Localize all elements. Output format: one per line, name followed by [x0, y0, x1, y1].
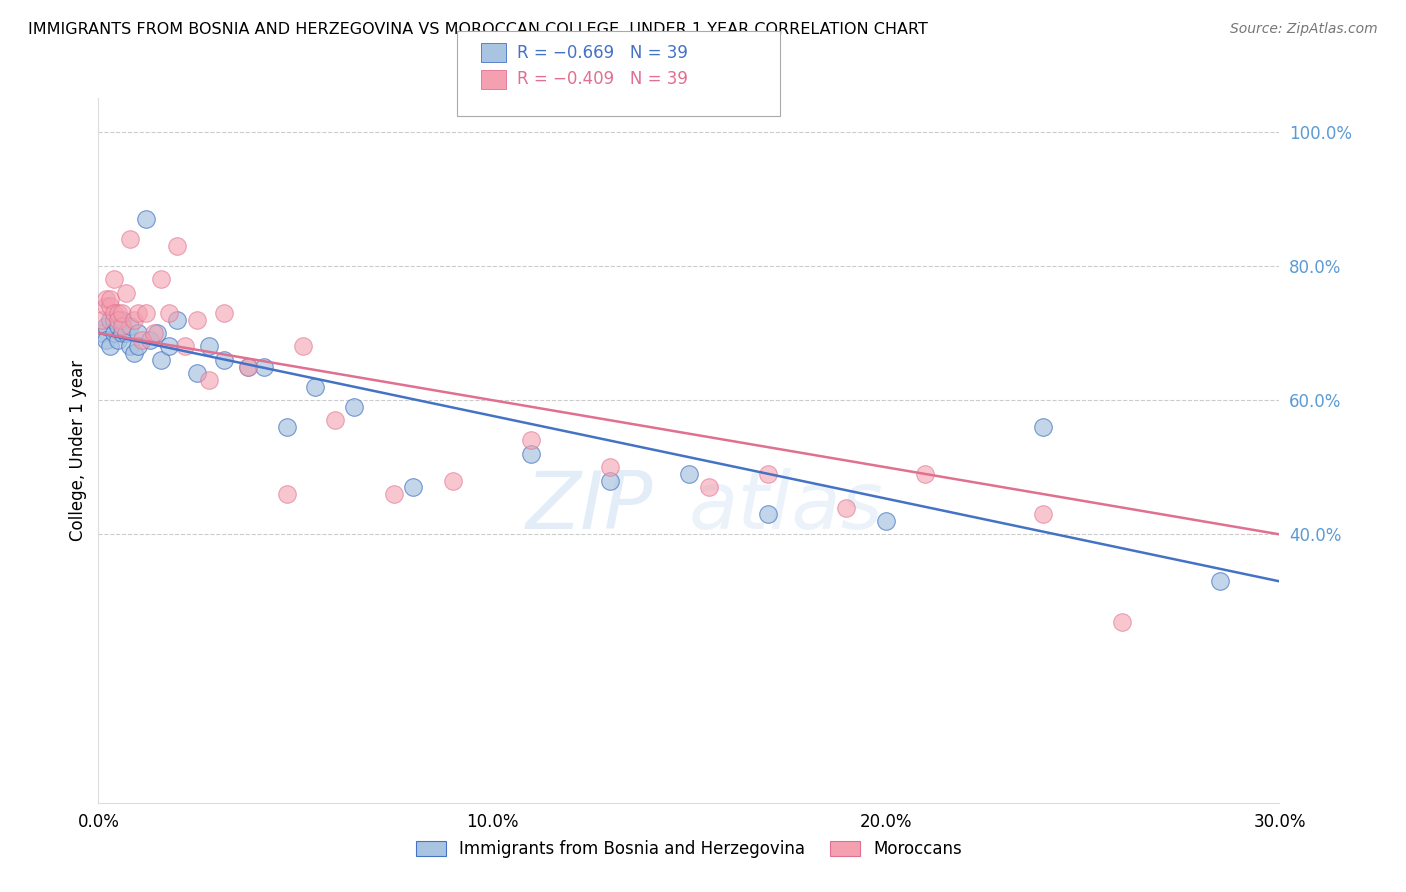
- Text: IMMIGRANTS FROM BOSNIA AND HERZEGOVINA VS MOROCCAN COLLEGE, UNDER 1 YEAR CORRELA: IMMIGRANTS FROM BOSNIA AND HERZEGOVINA V…: [28, 22, 928, 37]
- Point: [142, 326, 165, 340]
- Point: [96, 299, 118, 313]
- Point: [756, 467, 779, 481]
- Point: [146, 326, 169, 340]
- Point: [520, 434, 543, 448]
- Point: [127, 326, 149, 340]
- Point: [1111, 615, 1133, 629]
- Point: [96, 293, 118, 307]
- Point: [520, 447, 543, 461]
- Point: [111, 306, 134, 320]
- Text: R = −0.669   N = 39: R = −0.669 N = 39: [517, 44, 689, 62]
- Point: [697, 480, 720, 494]
- Point: [150, 272, 173, 286]
- Point: [253, 359, 276, 374]
- Point: [292, 339, 315, 353]
- Point: [115, 326, 138, 340]
- Point: [276, 487, 298, 501]
- Point: [197, 339, 219, 353]
- Point: [111, 326, 134, 340]
- Y-axis label: College, Under 1 year: College, Under 1 year: [69, 359, 87, 541]
- Point: [236, 359, 259, 374]
- Point: [1209, 574, 1232, 589]
- Point: [118, 232, 141, 246]
- Point: [214, 306, 236, 320]
- Point: [875, 514, 897, 528]
- Point: [111, 319, 134, 334]
- Point: [96, 319, 118, 334]
- Point: [599, 474, 621, 488]
- Point: [103, 312, 125, 326]
- Point: [756, 507, 779, 521]
- Point: [441, 474, 464, 488]
- Point: [98, 339, 121, 353]
- Point: [107, 306, 129, 320]
- Point: [157, 339, 180, 353]
- Point: [91, 312, 114, 326]
- Point: [127, 306, 149, 320]
- Text: Source: ZipAtlas.com: Source: ZipAtlas.com: [1230, 22, 1378, 37]
- Point: [118, 339, 141, 353]
- Point: [98, 312, 121, 326]
- Point: [138, 333, 160, 347]
- Text: atlas: atlas: [689, 467, 884, 546]
- Point: [599, 460, 621, 475]
- Point: [157, 306, 180, 320]
- Point: [98, 299, 121, 313]
- Point: [197, 373, 219, 387]
- Text: ZIP: ZIP: [526, 467, 654, 546]
- Point: [107, 319, 129, 334]
- Point: [186, 366, 208, 380]
- Point: [103, 272, 125, 286]
- Point: [127, 339, 149, 353]
- Point: [107, 312, 129, 326]
- Point: [135, 306, 157, 320]
- Point: [107, 333, 129, 347]
- Point: [103, 306, 125, 320]
- Point: [214, 352, 236, 367]
- Point: [150, 352, 173, 367]
- Point: [118, 319, 141, 334]
- Point: [166, 312, 188, 326]
- Point: [343, 400, 366, 414]
- Point: [103, 326, 125, 340]
- Point: [382, 487, 405, 501]
- Point: [304, 380, 326, 394]
- Point: [914, 467, 936, 481]
- Point: [166, 239, 188, 253]
- Point: [276, 420, 298, 434]
- Point: [122, 312, 145, 326]
- Point: [91, 326, 114, 340]
- Point: [1032, 420, 1054, 434]
- Point: [323, 413, 346, 427]
- Point: [122, 346, 145, 360]
- Point: [174, 339, 197, 353]
- Point: [186, 312, 208, 326]
- Point: [1032, 507, 1054, 521]
- Legend: Immigrants from Bosnia and Herzegovina, Moroccans: Immigrants from Bosnia and Herzegovina, …: [409, 834, 969, 865]
- Point: [236, 359, 259, 374]
- Point: [835, 500, 858, 515]
- Point: [111, 312, 134, 326]
- Point: [402, 480, 425, 494]
- Point: [115, 285, 138, 300]
- Point: [96, 333, 118, 347]
- Point: [131, 333, 153, 347]
- Point: [135, 211, 157, 226]
- Text: R = −0.409   N = 39: R = −0.409 N = 39: [517, 70, 689, 88]
- Point: [98, 293, 121, 307]
- Point: [678, 467, 700, 481]
